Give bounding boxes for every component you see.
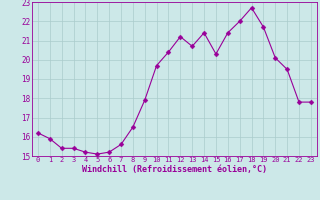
X-axis label: Windchill (Refroidissement éolien,°C): Windchill (Refroidissement éolien,°C) — [82, 165, 267, 174]
